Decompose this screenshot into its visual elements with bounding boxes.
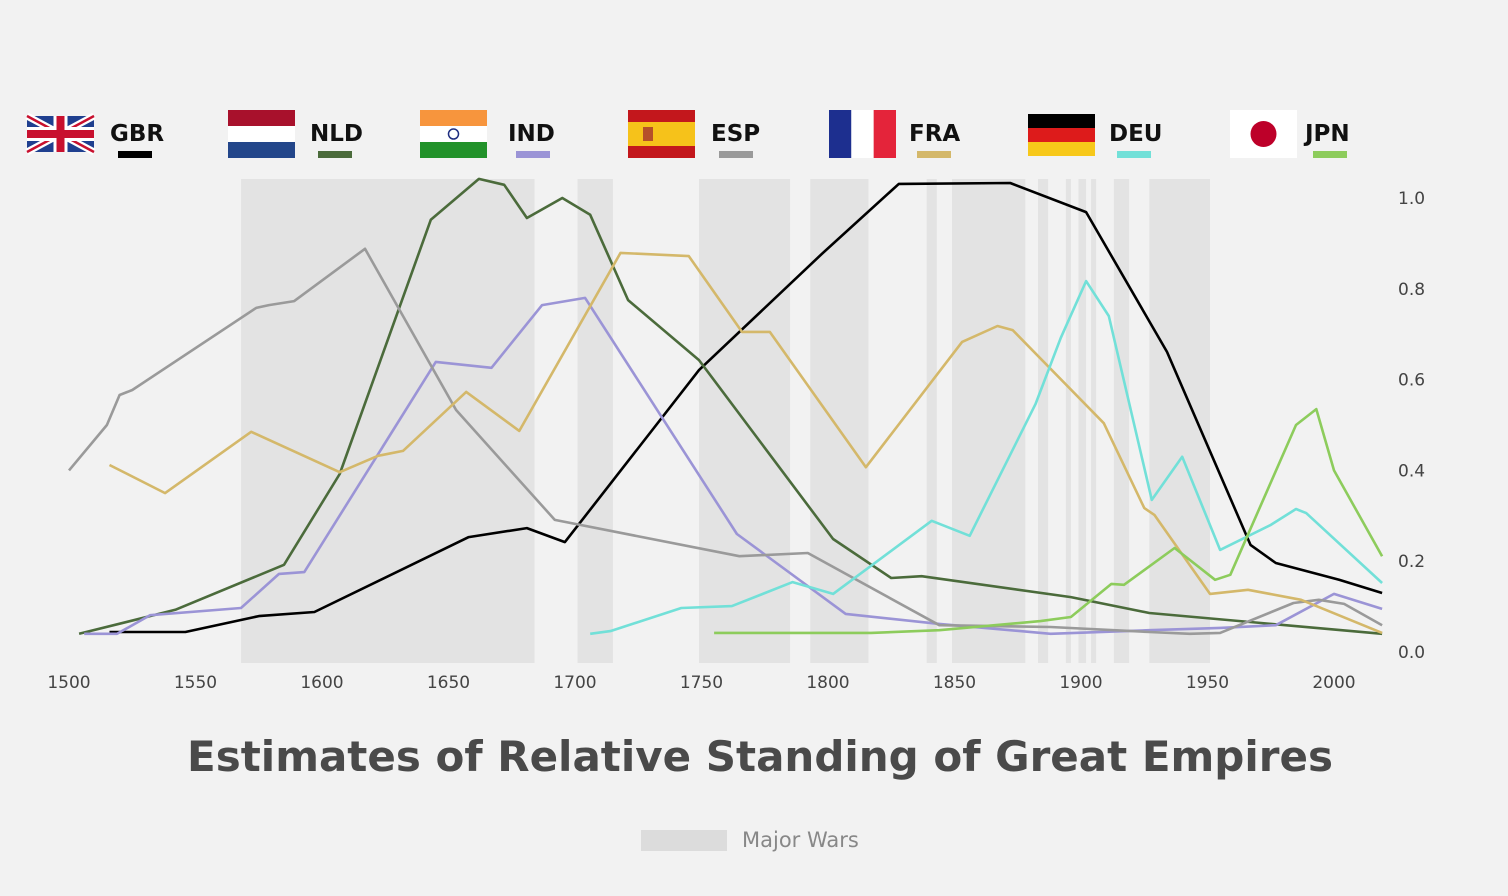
spain-flag-icon [628,110,695,158]
legend-label: ESP [711,121,760,147]
flag-stripe [1028,128,1095,142]
x-tick-label: 1600 [300,673,343,693]
major-war-band [1065,179,1071,663]
y-axis-ticks: 0.0 0.2 0.4 0.6 0.8 1.0 [1398,189,1425,663]
y-tick-label: 0.0 [1398,643,1425,663]
flag-stripe [1028,142,1095,156]
series-line-esp [68,247,1383,636]
flag-stripe [228,110,295,126]
series-line-gbr [109,181,1383,634]
flag-stripe [420,142,487,158]
major-war-band [1149,179,1211,663]
x-axis-ticks: 1500 1550 1600 1650 1700 1750 1800 1850 1900 1950… [47,673,1355,693]
india-flag-icon [420,110,487,158]
japan-flag-icon [1230,110,1297,158]
legend-label: FRA [909,121,960,147]
major-war-band [577,179,613,663]
netherlands-flag-icon [228,110,295,158]
legend-label: GBR [110,121,164,147]
flag-stripe [1028,114,1095,128]
flag-stripe [228,126,295,142]
flag-stripe [420,110,487,126]
legend-swatch [318,151,352,158]
y-tick-label: 1.0 [1398,189,1425,209]
legend-item-deu: DEU [1028,114,1162,158]
major-wars-legend-label: Major Wars [742,828,859,852]
legend-label: IND [508,121,555,147]
major-wars-bands [241,179,1211,663]
coat-of-arms [643,127,653,141]
legend-swatch [917,151,951,158]
major-war-band [1037,179,1049,663]
legend-item-fra: FRA [829,110,960,158]
y-tick-label: 0.4 [1398,461,1425,481]
flag-cross-red [27,130,94,138]
y-tick-label: 0.2 [1398,552,1425,572]
flag-stripe [628,122,695,146]
legend-item-jpn: JPN [1230,110,1350,158]
major-war-band [1113,179,1130,663]
flag-stripe [228,142,295,158]
major-wars-legend-swatch [641,830,727,851]
series-line-deu [590,279,1383,636]
legend-item-gbr: GBR [25,112,164,158]
y-tick-label: 0.6 [1398,371,1425,391]
legend-swatch [1117,151,1151,158]
x-tick-label: 1500 [47,673,90,693]
y-tick-label: 0.8 [1398,280,1425,300]
germany-flag-icon [1028,114,1095,156]
ashoka-chakra [447,128,460,140]
flag-sun [1250,121,1277,147]
x-tick-label: 1750 [680,673,723,693]
legend-swatch [1313,151,1347,158]
flag-stripe [851,110,874,158]
flag-stripe [829,110,852,158]
x-tick-label: 1950 [1186,673,1229,693]
legend-item-nld: NLD [228,110,363,158]
legend-swatch [118,151,152,158]
legend-label: NLD [310,121,363,147]
legend-swatch [516,151,550,158]
major-war-band [1078,179,1087,663]
x-tick-label: 1700 [553,673,596,693]
legend-label: JPN [1303,121,1350,147]
flag-stripe [873,110,896,158]
major-war-band [241,179,535,663]
country-legend: GBR NLD IND ESP FRA DEU JPN [25,110,1350,158]
legend-item-ind: IND [420,110,555,158]
series-line-nld [78,177,1383,636]
series-line-jpn [714,407,1384,635]
uk-flag-icon [25,112,96,156]
chart-title: Estimates of Relative Standing of Great … [187,732,1333,781]
x-tick-label: 1900 [1059,673,1102,693]
major-war-band [926,179,937,663]
x-tick-label: 1800 [806,673,849,693]
x-tick-label: 2000 [1312,673,1355,693]
x-tick-label: 1550 [174,673,217,693]
legend-item-esp: ESP [628,110,760,158]
flag-stripe [420,126,487,142]
series-line-fra [108,251,1383,635]
legend-swatch [719,151,753,158]
x-tick-label: 1850 [933,673,976,693]
france-flag-icon [829,110,896,158]
series-line-ind [84,296,1383,636]
major-war-band [1091,179,1097,663]
series-lines [68,177,1384,636]
x-tick-label: 1650 [427,673,470,693]
legend-label: DEU [1109,121,1162,147]
